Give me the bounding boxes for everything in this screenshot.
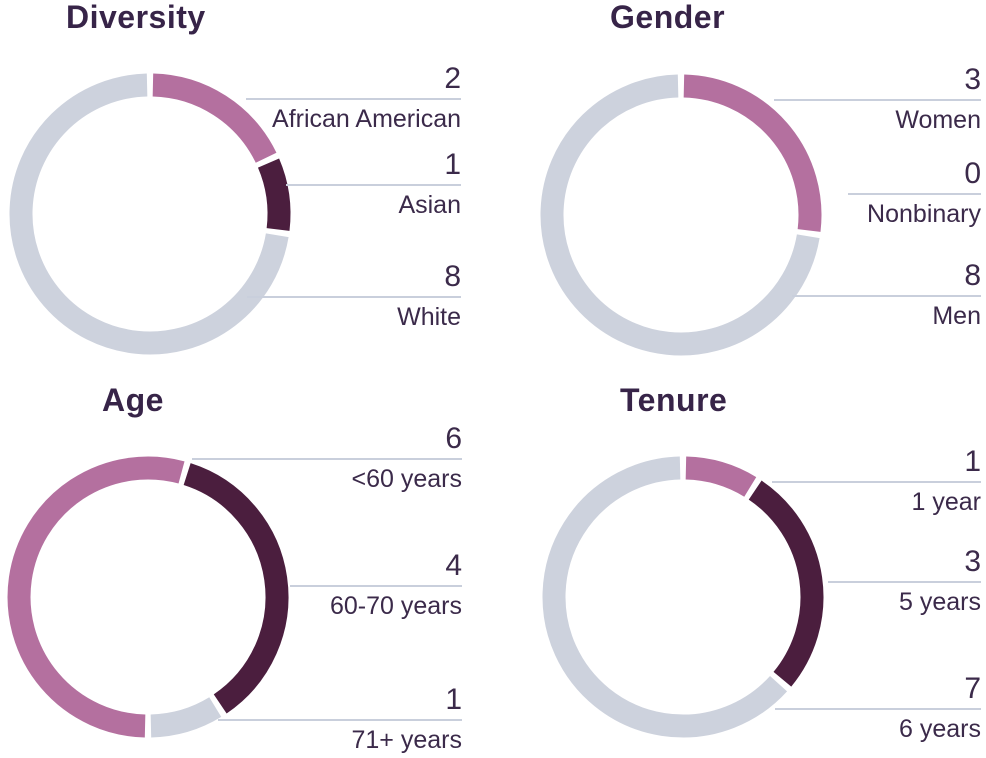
callout-label: 71+ years bbox=[351, 726, 463, 754]
callout-value: 0 bbox=[964, 157, 981, 190]
chart-title-diversity: Diversity bbox=[66, 0, 206, 35]
callout-value: 4 bbox=[445, 549, 462, 582]
callout-value: 1 bbox=[445, 683, 462, 716]
leader-line bbox=[218, 719, 462, 721]
callout-label: Women bbox=[895, 106, 981, 134]
leader-line bbox=[775, 708, 981, 710]
leader-line bbox=[828, 581, 981, 583]
donut-segment-white bbox=[9, 73, 289, 355]
callout-label: African American bbox=[272, 105, 461, 133]
leader-line bbox=[286, 184, 461, 186]
donut-chart-diversity bbox=[9, 73, 291, 355]
chart-title-tenure: Tenure bbox=[620, 382, 728, 418]
donut-segment-71-years bbox=[150, 697, 222, 738]
callout-label: 1 year bbox=[911, 488, 981, 516]
chart-title-gender: Gender bbox=[610, 0, 726, 35]
callout-label: 5 years bbox=[899, 588, 981, 616]
chart-title-age: Age bbox=[102, 382, 164, 418]
donut-segment-1-year bbox=[685, 456, 757, 497]
leader-line bbox=[192, 458, 462, 460]
callout-label: 60-70 years bbox=[329, 592, 462, 620]
donut-segment-60-70-years bbox=[183, 463, 289, 714]
donut-chart-age bbox=[7, 456, 289, 738]
donut-chart-tenure bbox=[542, 456, 824, 738]
donut-segment-women bbox=[683, 74, 822, 232]
donut-segment-5-years bbox=[748, 480, 824, 687]
callout-value: 3 bbox=[964, 63, 981, 96]
leader-line bbox=[848, 193, 981, 195]
callout-value: 1 bbox=[444, 148, 461, 181]
callout-label: White bbox=[397, 303, 461, 331]
callout-value: 2 bbox=[444, 62, 461, 95]
callout-label: 6 years bbox=[899, 715, 981, 743]
callout-label: Men bbox=[932, 302, 981, 330]
leader-line bbox=[290, 585, 462, 587]
leader-line bbox=[774, 99, 981, 101]
leader-line bbox=[246, 98, 461, 100]
leader-line bbox=[792, 295, 981, 297]
callout-value: 8 bbox=[444, 260, 461, 293]
callout-value: 3 bbox=[964, 545, 981, 578]
callout-label: Asian bbox=[398, 191, 461, 219]
donut-segment-asian bbox=[257, 158, 291, 231]
leader-line bbox=[772, 481, 981, 483]
donut-segment-african-american bbox=[152, 73, 277, 164]
callout-value: 6 bbox=[445, 422, 462, 455]
callout-value: 8 bbox=[964, 259, 981, 292]
leader-line bbox=[247, 296, 461, 298]
callout-label: Nonbinary bbox=[867, 200, 981, 228]
donut-chart-gender bbox=[540, 74, 822, 356]
callout-label: <60 years bbox=[351, 465, 463, 493]
callout-value: 7 bbox=[964, 672, 981, 705]
callout-value: 1 bbox=[964, 445, 981, 478]
donut-segment-60-years bbox=[7, 456, 185, 738]
donut-segment-6-years bbox=[542, 456, 788, 738]
donut-segment-men bbox=[540, 74, 820, 356]
